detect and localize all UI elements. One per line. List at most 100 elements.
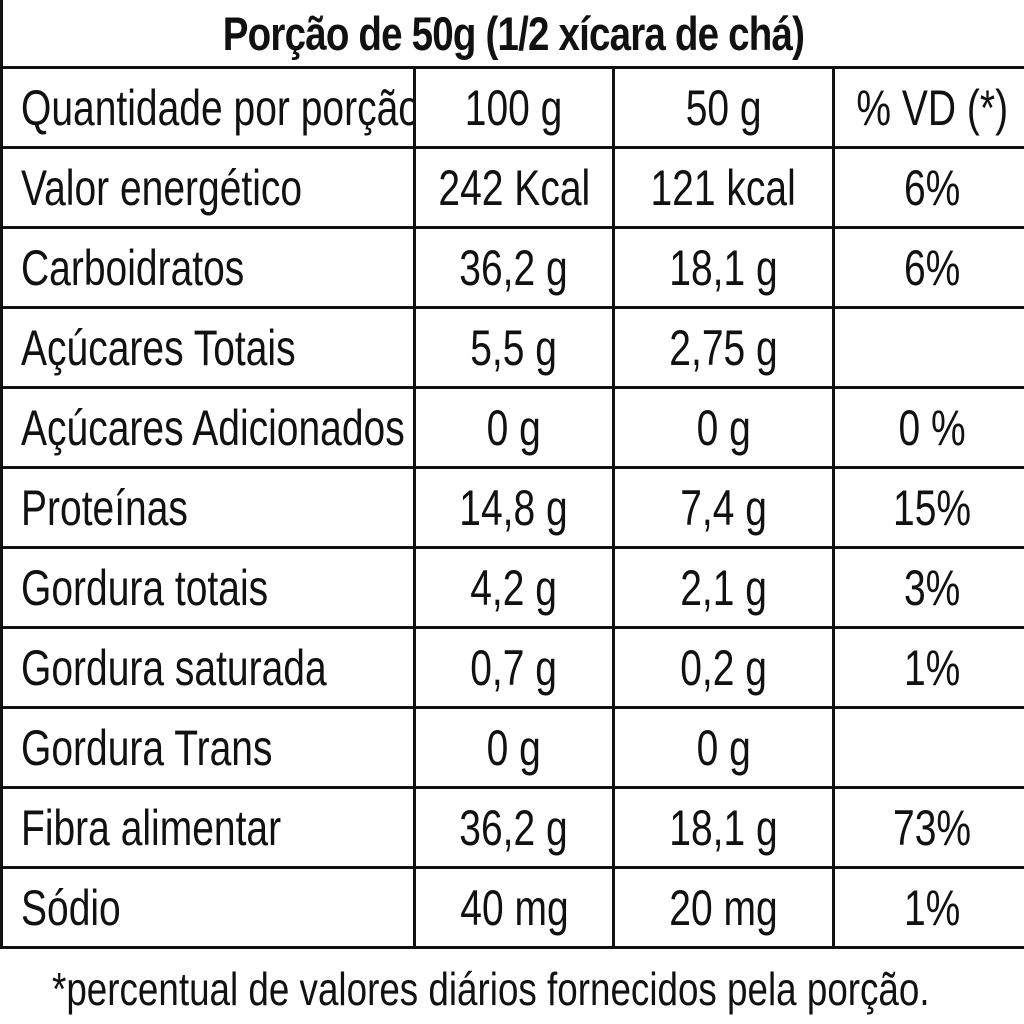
table-row: Gordura totais 4,2 g 2,1 g 3% bbox=[0, 546, 1024, 629]
nutrient-name-cell: Carboidratos bbox=[0, 226, 416, 309]
nutrient-name: Proteínas bbox=[21, 479, 188, 536]
per50-value: 2,75 g bbox=[669, 319, 778, 376]
per50-value: 18,1 g bbox=[669, 239, 778, 296]
per100-cell: 0 g bbox=[413, 386, 615, 469]
per50-cell: 18,1 g bbox=[612, 786, 835, 869]
per100-cell: 242 Kcal bbox=[413, 146, 615, 229]
nutrient-name: Fibra alimentar bbox=[21, 799, 282, 856]
vd-value: 73% bbox=[893, 799, 972, 856]
table-row: Gordura saturada 0,7 g 0,2 g 1% bbox=[0, 626, 1024, 709]
per100-cell: 36,2 g bbox=[413, 226, 615, 309]
per100-cell: 5,5 g bbox=[413, 306, 615, 389]
vd-cell: 15% bbox=[832, 466, 1024, 549]
header-vd: % VD (*) bbox=[856, 79, 1009, 136]
table-row: Gordura Trans 0 g 0 g bbox=[0, 706, 1024, 789]
nutrient-name-cell: Valor energético bbox=[0, 146, 416, 229]
per100-value: 242 Kcal bbox=[438, 159, 590, 216]
header-100g-cell: 100 g bbox=[413, 66, 615, 149]
table-row: Açúcares Adicionados 0 g 0 g 0 % bbox=[0, 386, 1024, 469]
nutrient-name-cell: Gordura saturada bbox=[0, 626, 416, 709]
vd-cell bbox=[832, 306, 1024, 389]
per100-cell: 14,8 g bbox=[413, 466, 615, 549]
per100-value: 0,7 g bbox=[470, 639, 558, 696]
per50-cell: 121 kcal bbox=[612, 146, 835, 229]
per50-value: 0 g bbox=[696, 399, 751, 456]
nutrient-name: Valor energético bbox=[21, 159, 303, 216]
per100-value: 5,5 g bbox=[470, 319, 558, 376]
vd-cell: 73% bbox=[832, 786, 1024, 869]
per50-value: 7,4 g bbox=[680, 479, 767, 536]
table-row: Fibra alimentar 36,2 g 18,1 g 73% bbox=[0, 786, 1024, 869]
nutrient-name-cell: Gordura Trans bbox=[0, 706, 416, 789]
nutrient-name: Gordura totais bbox=[21, 559, 269, 616]
per50-cell: 7,4 g bbox=[612, 466, 835, 549]
header-label-cell: Quantidade por porção bbox=[0, 66, 416, 149]
serving-title: Porção de 50g (1/2 xícara de chá) bbox=[0, 0, 1024, 66]
per100-value: 36,2 g bbox=[459, 799, 569, 856]
per50-value: 18,1 g bbox=[669, 799, 778, 856]
per100-cell: 0 g bbox=[413, 706, 615, 789]
per100-value: 4,2 g bbox=[470, 559, 558, 616]
per50-cell: 2,1 g bbox=[612, 546, 835, 629]
nutrient-name: Gordura Trans bbox=[21, 719, 273, 776]
table-row: Proteínas 14,8 g 7,4 g 15% bbox=[0, 466, 1024, 549]
table-row: Açúcares Totais 5,5 g 2,75 g bbox=[0, 306, 1024, 389]
per50-value: 2,1 g bbox=[680, 559, 767, 616]
serving-title-text: Porção de 50g (1/2 xícara de chá) bbox=[222, 6, 805, 60]
nutrient-name: Carboidratos bbox=[21, 239, 245, 296]
per50-value: 0 g bbox=[696, 719, 751, 776]
table-header-row: Quantidade por porção 100 g 50 g % VD (*… bbox=[0, 66, 1024, 149]
per100-cell: 4,2 g bbox=[413, 546, 615, 629]
nutrition-table: Quantidade por porção 100 g 50 g % VD (*… bbox=[0, 66, 1024, 949]
nutrient-name: Sódio bbox=[21, 879, 121, 936]
per50-cell: 0 g bbox=[612, 706, 835, 789]
vd-value: 1% bbox=[904, 639, 961, 696]
nutrient-name-cell: Açúcares Totais bbox=[0, 306, 416, 389]
vd-value: 1% bbox=[904, 879, 961, 936]
vd-cell: 1% bbox=[832, 626, 1024, 709]
per50-cell: 2,75 g bbox=[612, 306, 835, 389]
header-50g: 50 g bbox=[685, 79, 762, 136]
nutrient-name: Açúcares Totais bbox=[21, 319, 296, 376]
nutrient-name-cell: Proteínas bbox=[0, 466, 416, 549]
per100-cell: 0,7 g bbox=[413, 626, 615, 709]
table-row: Sódio 40 mg 20 mg 1% bbox=[0, 866, 1024, 949]
nutrient-name-cell: Gordura totais bbox=[0, 546, 416, 629]
header-100g: 100 g bbox=[465, 79, 563, 136]
vd-value: 15% bbox=[893, 479, 972, 536]
per100-value: 40 mg bbox=[459, 879, 569, 936]
header-50g-cell: 50 g bbox=[612, 66, 835, 149]
per100-value: 14,8 g bbox=[459, 479, 569, 536]
per50-value: 121 kcal bbox=[650, 159, 797, 216]
vd-cell: 0 % bbox=[832, 386, 1024, 469]
vd-cell bbox=[832, 706, 1024, 789]
per50-cell: 0,2 g bbox=[612, 626, 835, 709]
nutrient-name-cell: Sódio bbox=[0, 866, 416, 949]
nutrient-name: Açúcares Adicionados bbox=[21, 399, 405, 456]
per50-value: 0,2 g bbox=[680, 639, 767, 696]
header-label: Quantidade por porção bbox=[21, 79, 415, 136]
vd-value: 0 % bbox=[898, 399, 967, 456]
table-row: Carboidratos 36,2 g 18,1 g 6% bbox=[0, 226, 1024, 309]
per50-cell: 18,1 g bbox=[612, 226, 835, 309]
nutrient-name: Gordura saturada bbox=[21, 639, 327, 696]
footnote: *percentual de valores diários fornecido… bbox=[52, 963, 930, 1015]
per100-value: 36,2 g bbox=[459, 239, 569, 296]
per50-cell: 0 g bbox=[612, 386, 835, 469]
vd-cell: 1% bbox=[832, 866, 1024, 949]
vd-value: 6% bbox=[904, 239, 961, 296]
per100-cell: 40 mg bbox=[413, 866, 615, 949]
vd-cell: 6% bbox=[832, 226, 1024, 309]
nutrient-name-cell: Fibra alimentar bbox=[0, 786, 416, 869]
nutrient-name-cell: Açúcares Adicionados bbox=[0, 386, 416, 469]
per50-cell: 20 mg bbox=[612, 866, 835, 949]
per100-value: 0 g bbox=[486, 399, 542, 456]
per100-value: 0 g bbox=[486, 719, 542, 776]
vd-cell: 3% bbox=[832, 546, 1024, 629]
header-vd-cell: % VD (*) bbox=[832, 66, 1024, 149]
table-row: Valor energético 242 Kcal 121 kcal 6% bbox=[0, 146, 1024, 229]
per100-cell: 36,2 g bbox=[413, 786, 615, 869]
vd-cell: 6% bbox=[832, 146, 1024, 229]
per50-value: 20 mg bbox=[669, 879, 778, 936]
